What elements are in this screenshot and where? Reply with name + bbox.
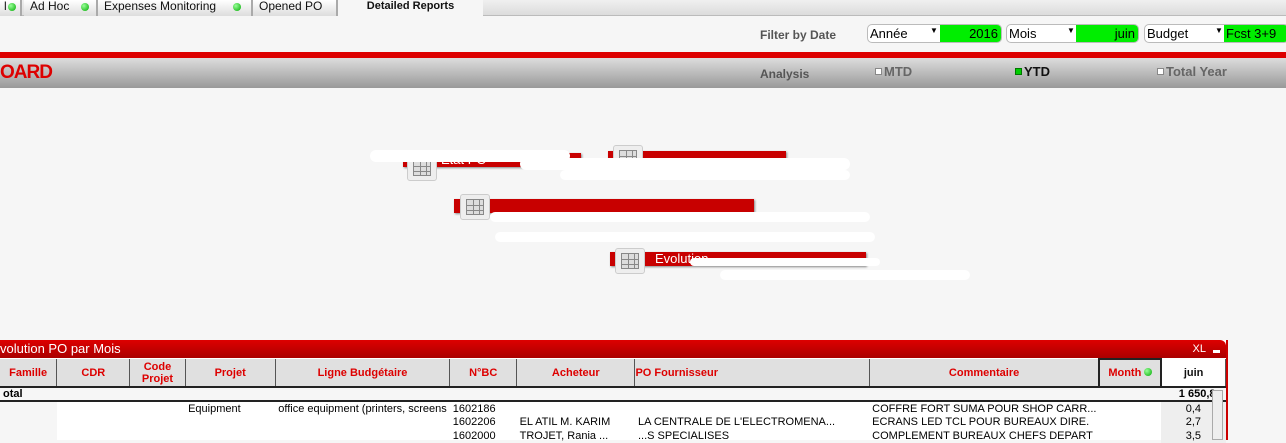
select-label: Année [870,26,908,41]
dashboard-title: OARD [0,62,53,83]
table-plus-icon [615,248,645,274]
option-total-year[interactable]: Total Year [1157,64,1227,79]
pivot-table: Famille CDR Code Projet Projet Ligne Bud… [0,358,1227,443]
year-select[interactable]: Année ▼ 2016 [867,24,1002,43]
divider [0,52,1286,58]
redaction [490,212,870,222]
tab-label: Opened PO [259,0,323,13]
status-dot-icon [8,3,16,11]
cell-fournisseur: LA CENTRALE DE L'ELECTROMENA... [637,416,836,428]
dropdown-arrow-icon: ▼ [930,26,938,35]
cell-ligne [275,415,450,429]
sheet-tabs: l Ad Hoc Expenses Monitoring Opened PO D… [0,0,1286,16]
cell-nbc: 1602206 [452,416,496,428]
col-month[interactable]: Month [1098,358,1163,388]
vertical-scrollbar[interactable] [1212,390,1223,440]
tab-label: Detailed Reports [366,0,455,12]
option-label: MTD [884,64,913,79]
total-row: otal 1 650,8 [0,387,1226,402]
table-row[interactable]: Equipment office equipment (printers, scr… [0,401,1226,415]
col-code-projet[interactable]: Code Projet [129,359,186,388]
status-dot-icon [1144,368,1153,376]
tab-label: Expenses Monitoring [104,0,217,13]
evolution-po-table-panel: volution PO par Mois XL Famille CDR Code … [0,340,1228,443]
table-icon [460,194,490,220]
cell-fournisseur: ...S SPECIALISES [637,430,730,442]
table-row[interactable]: 1602000 TROJET, Rania ... ...S SPECIALISES… [0,429,1226,443]
col-nbc[interactable]: N°BC [449,359,518,388]
status-dot-icon [233,3,241,11]
table-icon [407,155,437,181]
option-mtd[interactable]: MTD [875,64,912,79]
cell-acheteur: TROJET, Rania ... [519,430,609,442]
cell-value: 0,4 [1161,401,1226,415]
total-label: otal [0,387,1162,402]
cell-fournisseur [635,401,869,415]
checkbox-icon [1157,68,1164,75]
option-ytd[interactable]: YTD [1015,64,1050,79]
filter-label: Filter by Date [760,28,837,42]
tab-expenses-monitoring[interactable]: Expenses Monitoring [98,0,253,16]
cell-nbc: 1602000 [452,430,496,442]
total-value: 1 650,8 [1161,387,1226,402]
panel-title: volution PO par Mois [0,341,121,356]
select-label: Budget [1147,26,1189,41]
cell-commentaire: ECRANS LED TCL POUR BUREAUX DIRE. [872,416,1090,428]
panel-header: volution PO par Mois XL [0,340,1226,358]
tab-detailed-reports[interactable]: Detailed Reports [338,0,483,16]
tab-label: Ad Hoc [30,0,70,13]
dropdown-arrow-icon: ▼ [1067,26,1075,35]
redaction [495,232,875,242]
col-cdr[interactable]: CDR [56,359,131,388]
budget-select[interactable]: Budget ▼ Fcst 3+9 [1144,24,1286,43]
col-po-fournisseur[interactable]: PO Fournisseur [634,359,870,388]
cell-projet [185,415,275,429]
cell-commentaire: COMPLEMENT BUREAUX CHEFS DEPART [872,430,1093,442]
cell-ligne [275,429,450,443]
col-ligne-budgetaire[interactable]: Ligne Budgétaire [275,359,451,388]
option-label: Total Year [1166,64,1227,79]
cell-commentaire: COFFRE FORT SUMA POUR SHOP CARR... [872,402,1097,415]
checkbox-icon [1015,68,1022,75]
tab-label: l [4,0,7,13]
analysis-label: Analysis [760,67,810,81]
redaction [370,150,570,162]
col-acheteur[interactable]: Acheteur [516,359,636,388]
cell-acheteur [517,401,635,415]
cell-value: 2,7 [1161,415,1226,429]
cell-ligne: office equipment (printers, screens [278,402,447,415]
month-label: Month [1108,367,1142,379]
col-commentaire[interactable]: Commentaire [869,359,1100,388]
redaction [560,170,850,180]
option-label: YTD [1024,64,1050,79]
col-famille[interactable]: Famille [0,359,58,388]
minimize-icon[interactable] [1213,350,1220,353]
export-excel-button[interactable]: XL [1192,343,1206,355]
cell-acheteur: EL ATIL M. KARIM [519,416,611,428]
report-button-3[interactable] [454,199,754,213]
year-value: 2016 [940,25,1001,42]
header-band: OARD Analysis MTD YTD Total Year [0,58,1286,88]
cell-projet [185,429,275,443]
tab-ad-hoc[interactable]: Ad Hoc [24,0,98,16]
redaction [520,158,850,170]
table-row[interactable]: 1602206 EL ATIL M. KARIM LA CENTRALE DE L'… [0,415,1226,429]
checkbox-icon [875,68,882,75]
budget-value: Fcst 3+9 [1224,25,1286,42]
status-dot-icon [81,3,89,11]
month-select[interactable]: Mois ▼ juin [1006,24,1139,43]
cell-nbc: 1602186 [452,402,496,415]
tab-main[interactable]: l [0,0,22,16]
cell-projet: Equipment [188,402,241,415]
tab-opened-po[interactable]: Opened PO [253,0,338,16]
dropdown-arrow-icon: ▼ [1215,26,1223,35]
select-label: Mois [1009,26,1037,41]
redaction [690,258,880,266]
col-projet[interactable]: Projet [185,359,276,388]
redaction [720,270,970,280]
col-juin[interactable]: juin [1161,359,1227,388]
month-value: juin [1076,25,1138,42]
